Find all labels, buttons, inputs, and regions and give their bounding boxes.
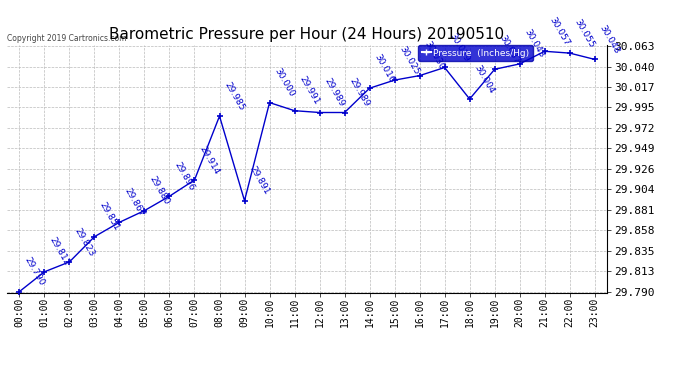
Text: 30.030: 30.030 xyxy=(422,39,446,71)
Text: 29.867: 29.867 xyxy=(122,186,146,218)
Text: 30.048: 30.048 xyxy=(598,24,621,55)
Text: 29.989: 29.989 xyxy=(322,76,346,108)
Text: 29.896: 29.896 xyxy=(172,160,196,192)
Text: 30.025: 30.025 xyxy=(397,44,421,76)
Text: 30.016: 30.016 xyxy=(373,52,396,84)
Text: 30.004: 30.004 xyxy=(473,63,496,95)
Text: 29.914: 29.914 xyxy=(197,144,221,176)
Text: 29.790: 29.790 xyxy=(22,256,46,287)
Text: 30.043: 30.043 xyxy=(522,28,546,60)
Text: 30.039: 30.039 xyxy=(447,32,471,63)
Text: 30.057: 30.057 xyxy=(547,15,571,47)
Text: Copyright 2019 Cartronics.com: Copyright 2019 Cartronics.com xyxy=(7,33,126,42)
Text: 29.989: 29.989 xyxy=(347,76,371,108)
Text: 29.991: 29.991 xyxy=(297,75,321,106)
Legend: Pressure  (Inches/Hg): Pressure (Inches/Hg) xyxy=(418,45,533,61)
Text: 29.880: 29.880 xyxy=(147,175,171,206)
Text: 30.055: 30.055 xyxy=(573,17,596,49)
Text: 30.037: 30.037 xyxy=(497,33,521,65)
Text: 29.851: 29.851 xyxy=(97,201,121,232)
Text: 29.985: 29.985 xyxy=(222,80,246,112)
Text: 30.000: 30.000 xyxy=(273,66,296,98)
Text: 29.812: 29.812 xyxy=(47,236,70,268)
Title: Barometric Pressure per Hour (24 Hours) 20190510: Barometric Pressure per Hour (24 Hours) … xyxy=(110,27,504,42)
Text: 29.891: 29.891 xyxy=(247,165,271,196)
Text: 29.823: 29.823 xyxy=(72,226,96,258)
